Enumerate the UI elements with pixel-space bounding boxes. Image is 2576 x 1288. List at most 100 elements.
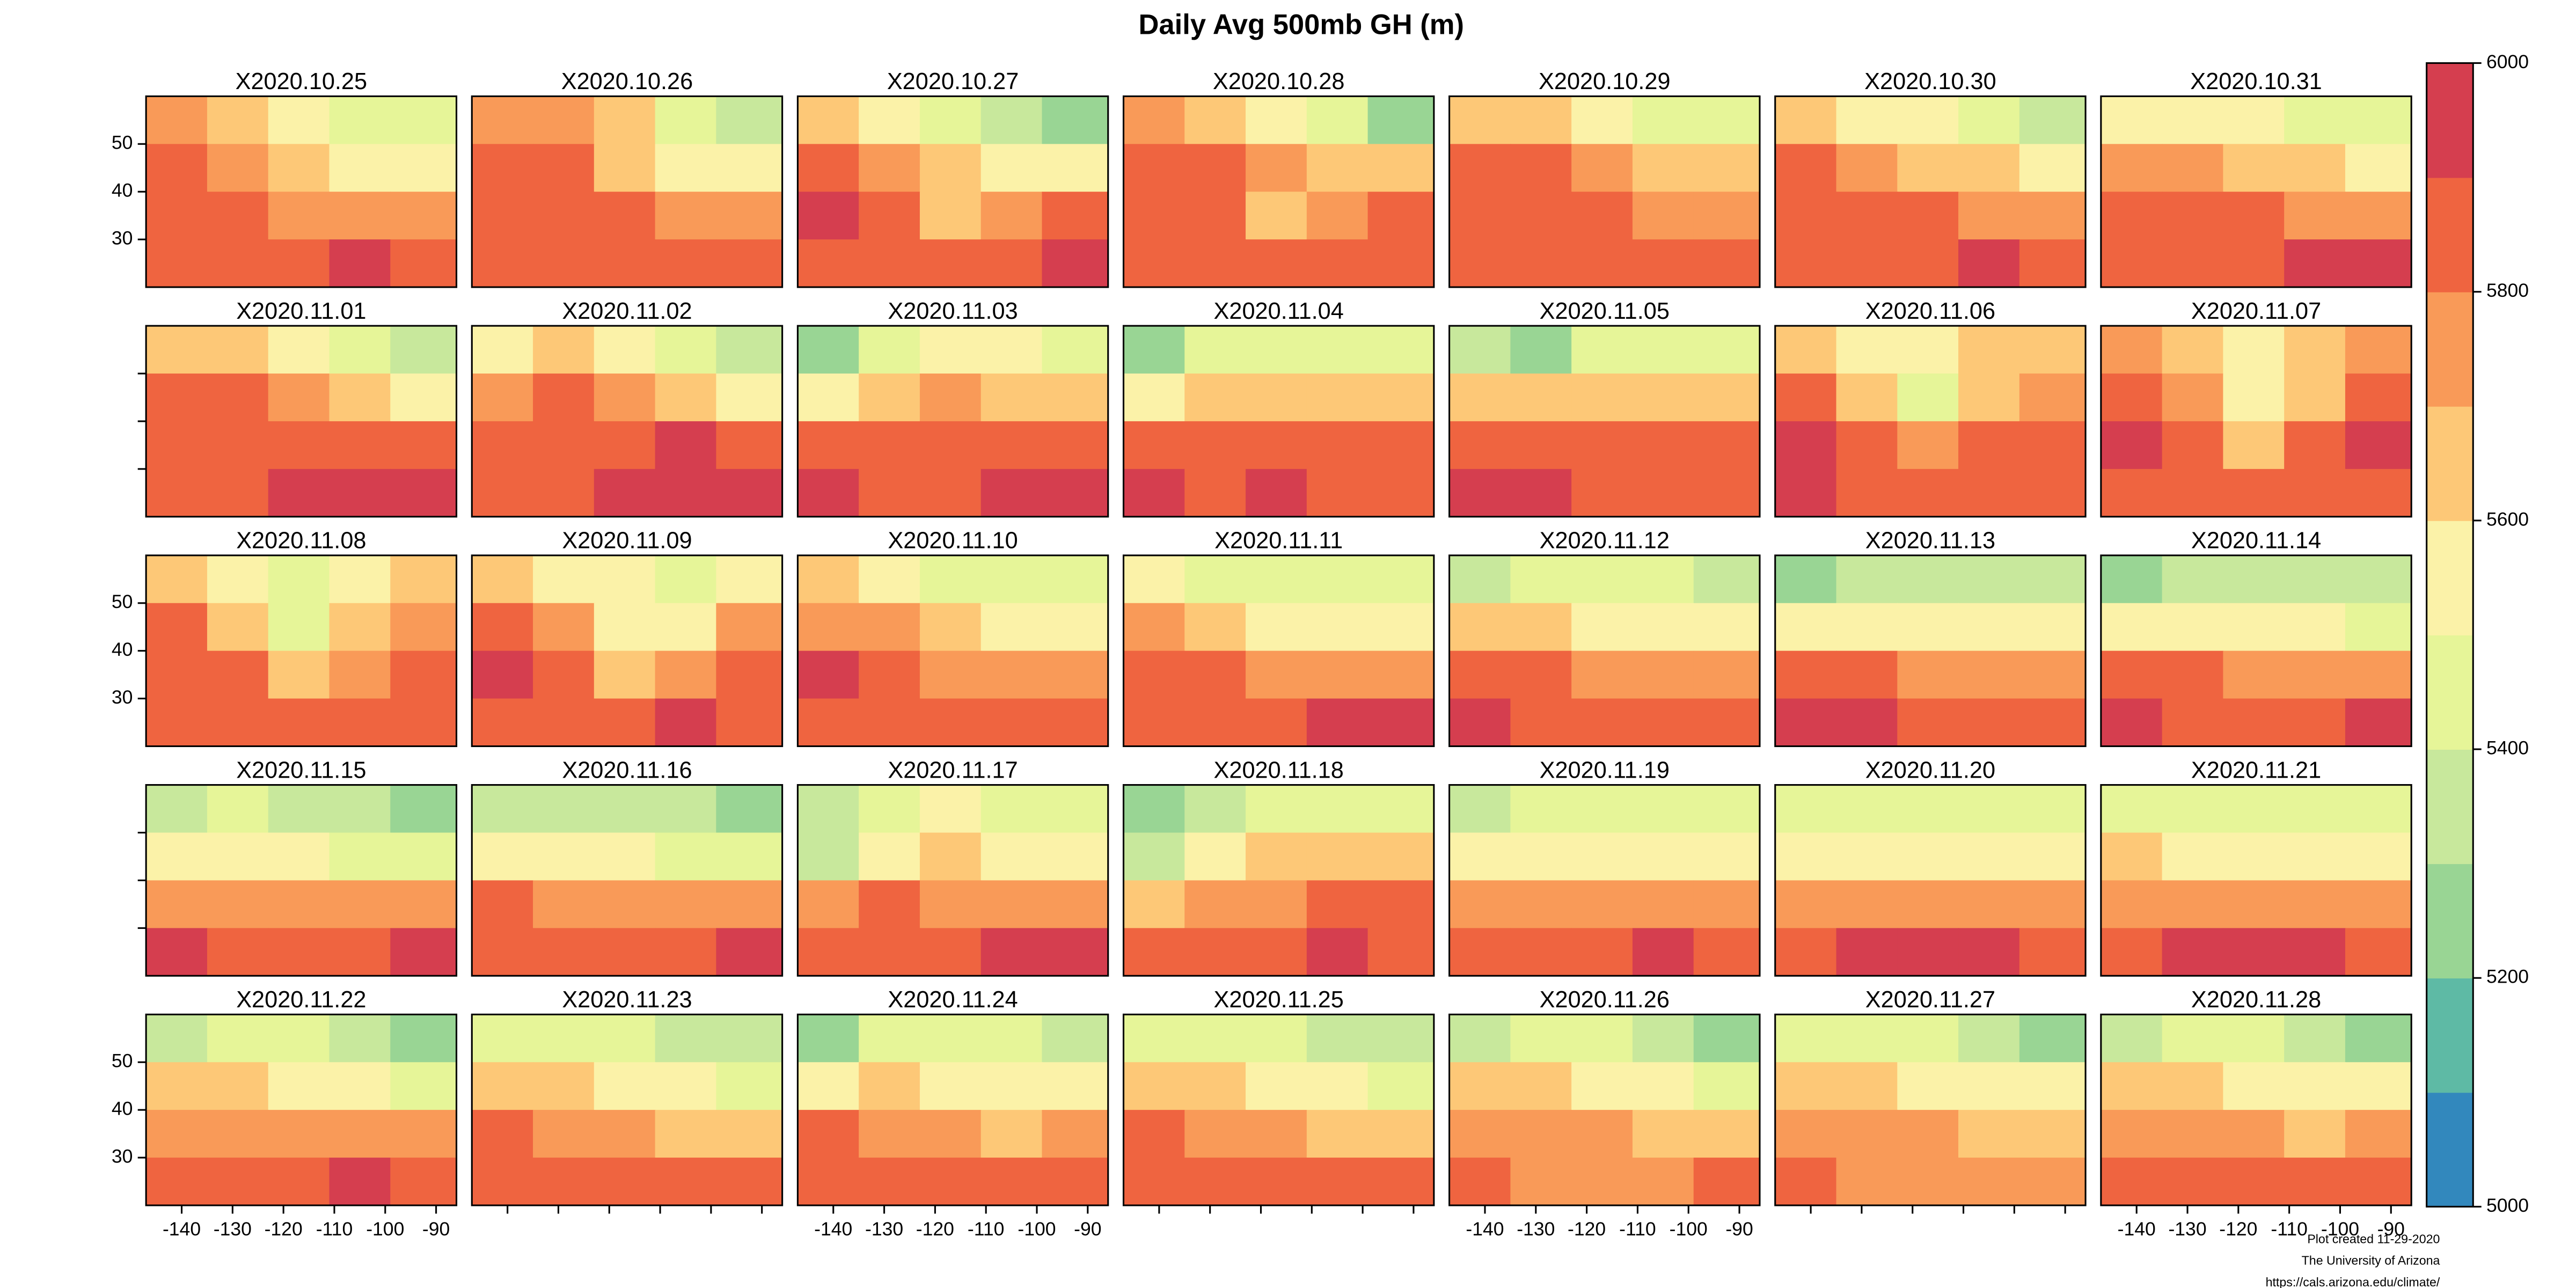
cell bbox=[859, 1110, 920, 1158]
cell bbox=[533, 603, 595, 652]
panel: X2020.11.11 bbox=[1122, 528, 1435, 748]
cell bbox=[980, 1014, 1043, 1063]
cell bbox=[859, 1158, 920, 1206]
cell bbox=[329, 1062, 391, 1111]
cell bbox=[594, 698, 656, 747]
cell bbox=[1897, 698, 1959, 747]
cell bbox=[2284, 832, 2346, 881]
panel: X2020.11.20 bbox=[1774, 757, 2087, 977]
colorbar-bin bbox=[2426, 63, 2473, 178]
cell bbox=[655, 96, 717, 145]
cell bbox=[1897, 832, 1959, 881]
cell bbox=[268, 785, 330, 833]
cell bbox=[2162, 555, 2224, 604]
cell bbox=[1246, 603, 1307, 652]
cell bbox=[1184, 603, 1246, 652]
colorbar-label: 5200 bbox=[2486, 966, 2529, 987]
cell bbox=[390, 144, 457, 193]
cell bbox=[1184, 880, 1246, 929]
cell bbox=[859, 421, 920, 470]
cell bbox=[594, 603, 656, 652]
cell bbox=[919, 96, 982, 145]
cell bbox=[1775, 650, 1837, 699]
cell bbox=[207, 928, 269, 977]
cell bbox=[2223, 374, 2285, 422]
cell bbox=[2101, 96, 2163, 145]
cell bbox=[1693, 832, 1760, 881]
panel-title: X2020.10.30 bbox=[1864, 69, 1996, 94]
x-tick-label: -110 bbox=[2271, 1218, 2308, 1240]
cell bbox=[1571, 603, 1633, 652]
cell bbox=[2223, 96, 2285, 145]
cell bbox=[1632, 96, 1694, 145]
cell bbox=[2162, 144, 2224, 193]
cell bbox=[533, 880, 595, 929]
cell bbox=[1632, 555, 1694, 604]
cell bbox=[2101, 1014, 2163, 1063]
cell bbox=[919, 650, 982, 699]
panel-title: X2020.11.14 bbox=[2191, 528, 2321, 554]
cell bbox=[1123, 832, 1185, 881]
cell bbox=[472, 1014, 533, 1063]
cell bbox=[146, 785, 208, 833]
cell bbox=[1897, 880, 1959, 929]
cell bbox=[716, 192, 783, 240]
x-tick-label: -90 bbox=[1725, 1218, 1753, 1240]
cell bbox=[1775, 832, 1837, 881]
panel-title: X2020.11.17 bbox=[888, 757, 1018, 783]
cell bbox=[390, 374, 457, 422]
cell bbox=[1958, 144, 2020, 193]
cell bbox=[1367, 469, 1435, 517]
cell bbox=[2019, 785, 2087, 833]
chart-title: Daily Avg 500mb GH (m) bbox=[1138, 9, 1464, 40]
cell bbox=[1836, 1110, 1898, 1158]
cell bbox=[1306, 785, 1368, 833]
cell bbox=[2223, 603, 2285, 652]
cell bbox=[207, 469, 269, 517]
y-tick-label: 40 bbox=[112, 1098, 133, 1119]
cell bbox=[533, 421, 595, 470]
cell bbox=[2019, 421, 2087, 470]
cell bbox=[2162, 96, 2224, 145]
cell bbox=[797, 1110, 860, 1158]
cell bbox=[859, 928, 920, 977]
cell bbox=[1449, 928, 1511, 977]
cell bbox=[716, 1062, 783, 1111]
panel: X2020.11.22 30 40 50 -140 -130 -120 -110 -100 -90 bbox=[112, 987, 458, 1240]
cell bbox=[390, 1014, 457, 1063]
cell bbox=[1958, 1014, 2020, 1063]
cell bbox=[1958, 374, 2020, 422]
cell bbox=[268, 96, 330, 145]
cell bbox=[797, 832, 860, 881]
cell bbox=[207, 1062, 269, 1111]
cell bbox=[1449, 239, 1511, 288]
cell bbox=[2223, 785, 2285, 833]
cell bbox=[329, 1158, 391, 1206]
cell bbox=[1510, 832, 1572, 881]
cell bbox=[2101, 1158, 2163, 1206]
cell bbox=[533, 192, 595, 240]
cell bbox=[594, 1158, 656, 1206]
cell bbox=[1836, 326, 1898, 374]
cell bbox=[716, 832, 783, 881]
cell bbox=[146, 1062, 208, 1111]
cell bbox=[1042, 1158, 1109, 1206]
cell bbox=[1693, 374, 1760, 422]
cell bbox=[268, 144, 330, 193]
cell bbox=[533, 832, 595, 881]
cell bbox=[1123, 1062, 1185, 1111]
x-tick-label: -90 bbox=[1074, 1218, 1101, 1240]
cell bbox=[329, 880, 391, 929]
panel: X2020.11.04 bbox=[1122, 298, 1435, 518]
cell bbox=[797, 1158, 860, 1206]
cell bbox=[1775, 374, 1837, 422]
cell bbox=[859, 785, 920, 833]
cell bbox=[533, 469, 595, 517]
cell bbox=[1449, 96, 1511, 145]
panel: X2020.11.10 bbox=[796, 528, 1109, 748]
panel-frame bbox=[471, 95, 784, 288]
cell bbox=[1306, 928, 1368, 977]
cell bbox=[655, 1062, 717, 1111]
cell bbox=[1958, 1062, 2020, 1111]
cell bbox=[1042, 1062, 1109, 1111]
